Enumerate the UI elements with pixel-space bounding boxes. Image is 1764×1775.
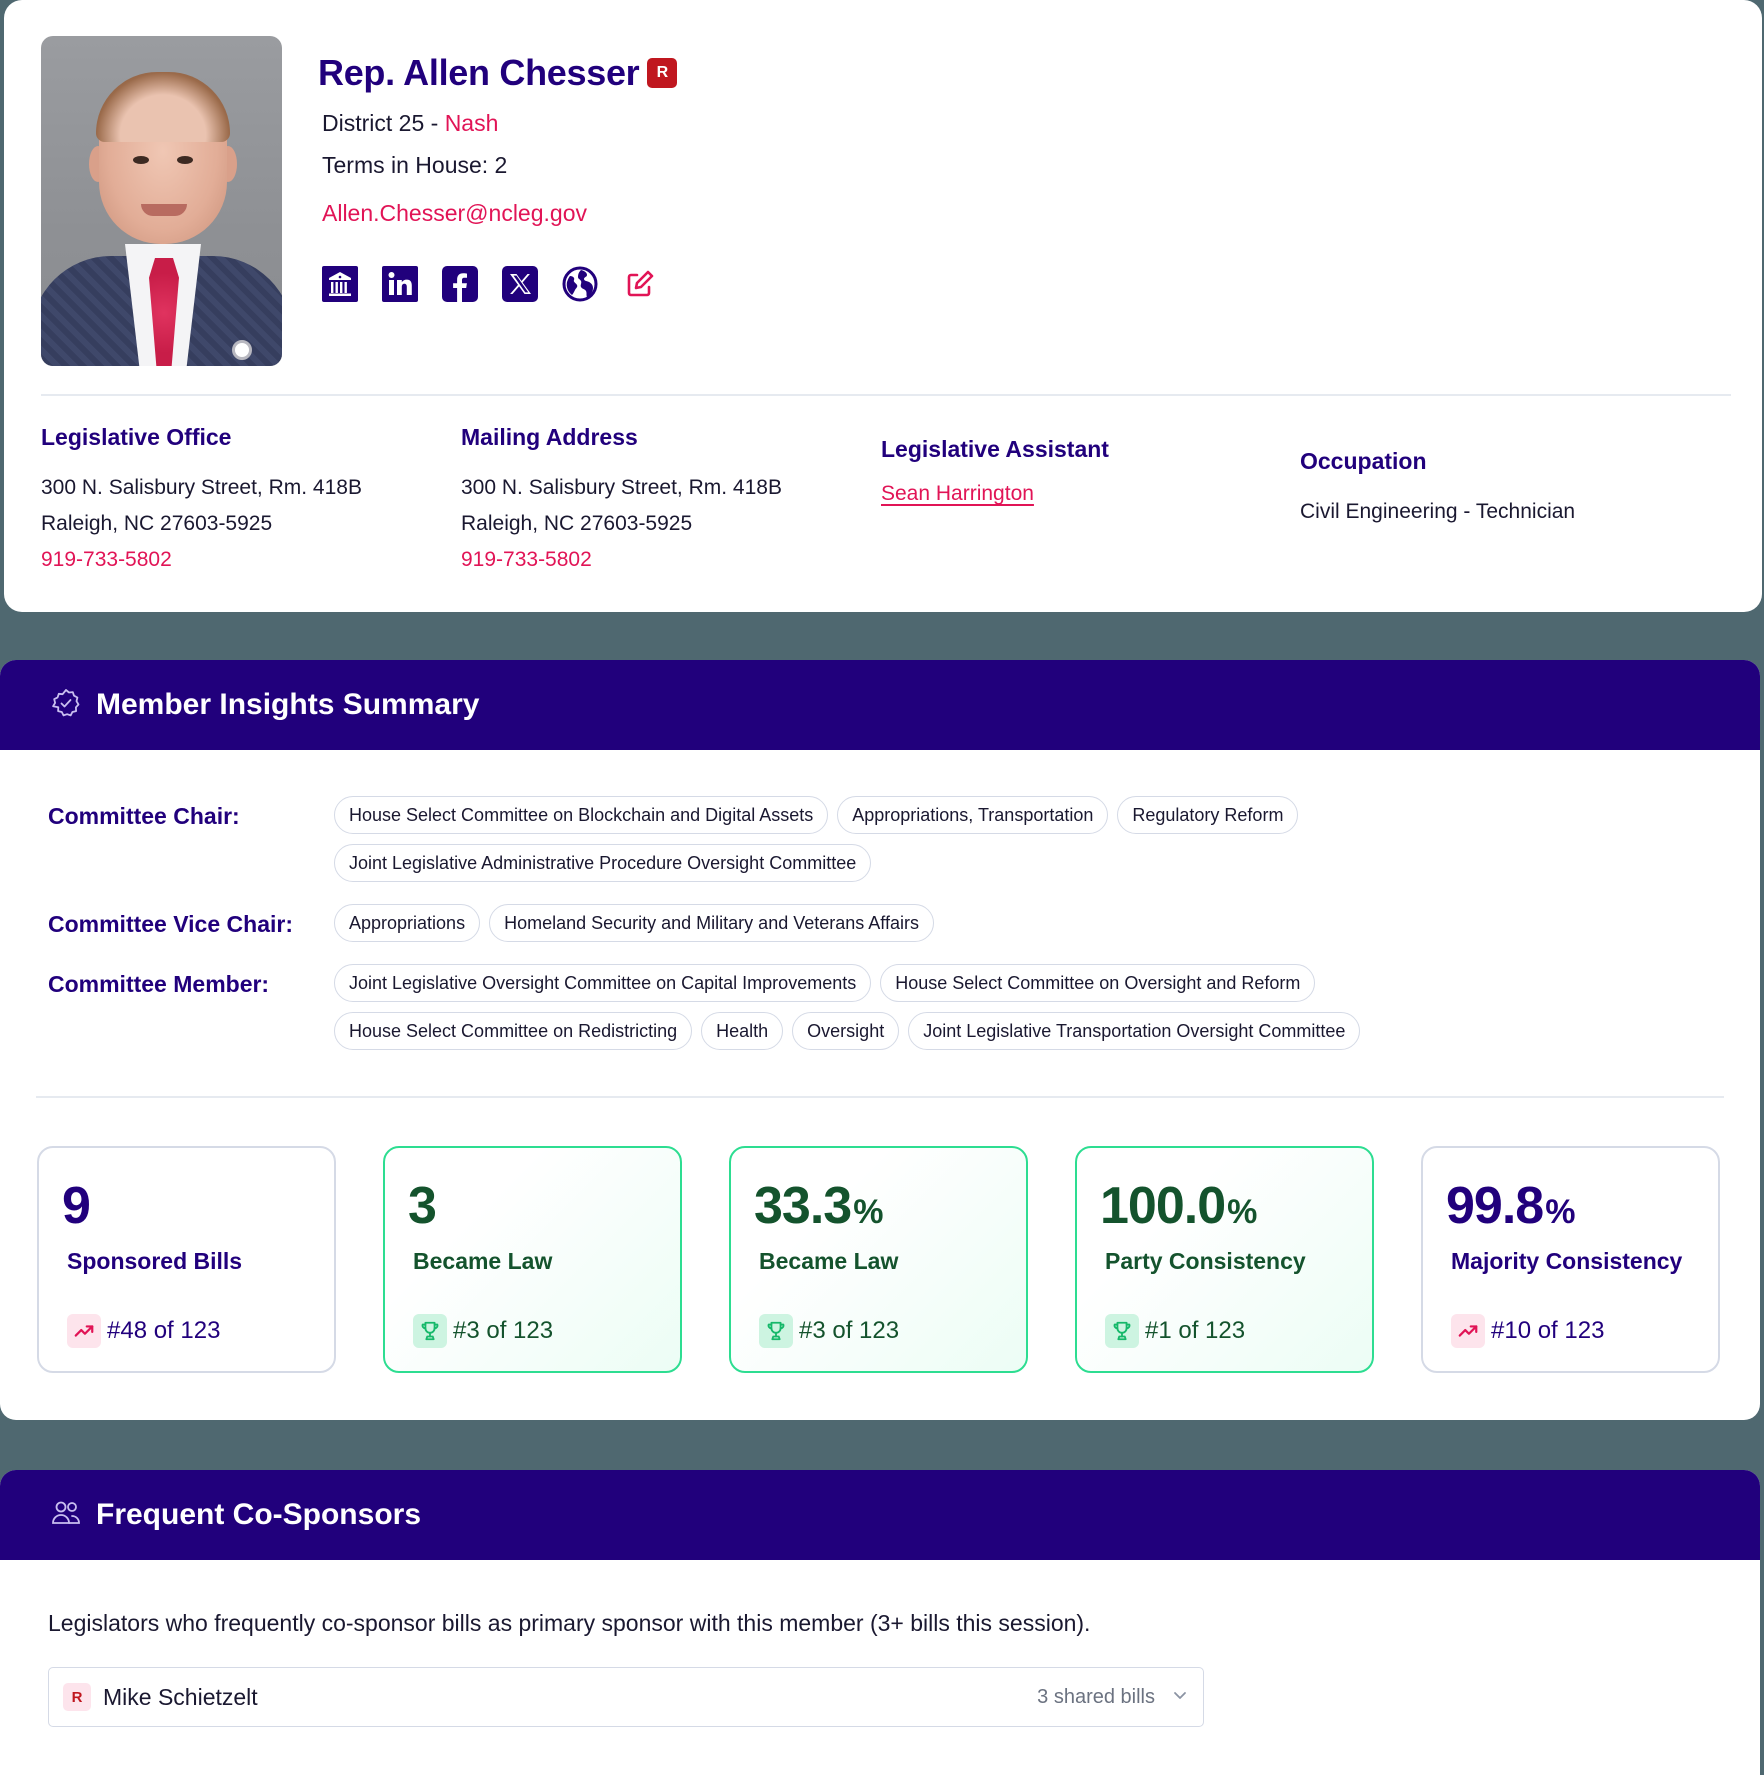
stat-label: Became Law — [413, 1248, 553, 1274]
stat-rank: #3 of 123 — [413, 1314, 553, 1348]
office-address-line1: 300 N. Salisbury Street, Rm. 418B — [41, 476, 362, 499]
committee-vice-chair-row: Committee Vice Chair: Appropriations Hom… — [48, 904, 1694, 942]
stat-label: Became Law — [759, 1248, 899, 1274]
committee-chip[interactable]: House Select Committee on Oversight and … — [880, 964, 1316, 1002]
committee-member-label: Committee Member: — [48, 971, 270, 997]
mailing-address-line1: 300 N. Salisbury Street, Rm. 418B — [461, 476, 782, 499]
cosponsors-description: Legislators who frequently co-sponsor bi… — [48, 1610, 1091, 1636]
county-link[interactable]: Nash — [444, 110, 499, 136]
occupation-title: Occupation — [1300, 448, 1427, 474]
member-photo — [41, 36, 282, 366]
party-badge: R — [647, 58, 678, 88]
office-address-line2: Raleigh, NC 27603-5925 — [41, 512, 273, 535]
committee-member-chips: Joint Legislative Oversight Committee on… — [334, 964, 1414, 1050]
stat-card-sponsored-bills: 9 Sponsored Bills #48 of 123 — [37, 1146, 336, 1373]
x-twitter-icon[interactable] — [502, 266, 538, 302]
committee-chair-chips: House Select Committee on Blockchain and… — [334, 796, 1434, 882]
stat-value: 99.8% — [1446, 1177, 1575, 1235]
committee-chip[interactable]: House Select Committee on Blockchain and… — [334, 796, 829, 834]
users-icon — [50, 1497, 82, 1534]
office-phone[interactable]: 919-733-5802 — [41, 548, 172, 571]
district-line: District 25 - Nash — [322, 110, 498, 137]
party-badge: R — [63, 1683, 91, 1711]
committee-chip[interactable]: Joint Legislative Oversight Committee on… — [334, 964, 872, 1002]
social-links — [322, 266, 658, 302]
mailing-address-section: Mailing Address 300 N. Salisbury Street,… — [461, 424, 782, 578]
occupation-section: Occupation Civil Engineering - Technicia… — [1300, 448, 1575, 530]
committee-chip[interactable]: Homeland Security and Military and Veter… — [489, 904, 934, 942]
committee-chip[interactable]: Joint Legislative Administrative Procedu… — [334, 844, 872, 882]
mailing-phone[interactable]: 919-733-5802 — [461, 548, 592, 571]
chevron-down-icon[interactable] — [1171, 1686, 1189, 1709]
mailing-address-line2: Raleigh, NC 27603-5925 — [461, 512, 693, 535]
committee-vice-chair-chips: Appropriations Homeland Security and Mil… — [334, 904, 1694, 942]
legislative-office-section: Legislative Office 300 N. Salisbury Stre… — [41, 424, 362, 578]
cosponsor-name: Mike Schietzelt — [103, 1683, 258, 1710]
building-icon[interactable] — [322, 266, 358, 302]
shared-bills-count: 3 shared bills — [1037, 1685, 1155, 1708]
member-profile-card: Rep. Allen Chesser R District 25 - Nash … — [4, 0, 1762, 612]
cosponsors-header: Frequent Co-Sponsors — [0, 1470, 1760, 1560]
stat-value: 33.3% — [754, 1177, 883, 1235]
cosponsor-item[interactable]: R Mike Schietzelt 3 shared bills — [48, 1667, 1204, 1727]
trending-up-icon — [67, 1314, 101, 1348]
legislative-assistant-title: Legislative Assistant — [881, 436, 1109, 462]
committee-chip[interactable]: Appropriations — [334, 904, 481, 942]
stat-rank: #10 of 123 — [1451, 1314, 1604, 1348]
stat-rank: #1 of 123 — [1105, 1314, 1245, 1348]
stat-card-majority-consistency: 99.8% Majority Consistency #10 of 123 — [1421, 1146, 1720, 1373]
committee-chair-row: Committee Chair: House Select Committee … — [48, 796, 1434, 882]
stat-rank: #3 of 123 — [759, 1314, 899, 1348]
stat-value: 3 — [408, 1177, 437, 1235]
linkedin-icon[interactable] — [382, 266, 418, 302]
legislative-assistant-section: Legislative Assistant Sean Harrington — [881, 436, 1109, 506]
terms-in-house: Terms in House: 2 — [322, 152, 508, 178]
stat-label: Majority Consistency — [1451, 1248, 1683, 1274]
edit-icon[interactable] — [622, 266, 658, 302]
committee-vice-chair-label: Committee Vice Chair: — [48, 911, 293, 937]
stat-card-became-law-percent: 33.3% Became Law #3 of 123 — [729, 1146, 1028, 1373]
occupation-value: Civil Engineering - Technician — [1300, 500, 1576, 523]
stat-value: 9 — [62, 1177, 91, 1235]
frequent-cosponsors-card: Frequent Co-Sponsors Legislators who fre… — [0, 1470, 1760, 1775]
stat-card-party-consistency: 100.0% Party Consistency #1 of 123 — [1075, 1146, 1374, 1373]
profile-divider — [41, 394, 1731, 396]
committee-chip[interactable]: Oversight — [792, 1012, 900, 1050]
committee-member-row: Committee Member: Joint Legislative Over… — [48, 964, 1414, 1050]
committee-chair-label: Committee Chair: — [48, 803, 240, 829]
email-link[interactable]: Allen.Chesser@ncleg.gov — [322, 200, 587, 226]
legislative-office-title: Legislative Office — [41, 424, 232, 450]
stat-card-became-law-count: 3 Became Law #3 of 123 — [383, 1146, 682, 1373]
district-label: District 25 - — [322, 110, 445, 136]
insights-header: Member Insights Summary — [0, 660, 1760, 750]
member-name: Rep. Allen Chesser — [318, 52, 640, 93]
trophy-icon — [759, 1314, 793, 1348]
legislative-assistant-link[interactable]: Sean Harrington — [881, 482, 1034, 505]
trending-up-icon — [1451, 1314, 1485, 1348]
globe-icon[interactable] — [562, 266, 598, 302]
stat-label: Sponsored Bills — [67, 1248, 243, 1274]
committee-chip[interactable]: Health — [701, 1012, 784, 1050]
member-insights-card: Member Insights Summary Committee Chair:… — [0, 660, 1760, 1420]
committee-chip[interactable]: Appropriations, Transportation — [837, 796, 1109, 834]
stat-value: 100.0% — [1100, 1177, 1257, 1235]
trophy-icon — [1105, 1314, 1139, 1348]
name-row: Rep. Allen Chesser R — [318, 52, 678, 94]
stat-rank: #48 of 123 — [67, 1314, 220, 1348]
stat-label: Party Consistency — [1105, 1248, 1306, 1274]
insights-title: Member Insights Summary — [96, 688, 480, 721]
mailing-address-title: Mailing Address — [461, 424, 638, 450]
committee-chip[interactable]: House Select Committee on Redistricting — [334, 1012, 693, 1050]
cosponsors-title: Frequent Co-Sponsors — [96, 1498, 422, 1531]
trophy-icon — [413, 1314, 447, 1348]
insights-divider — [36, 1096, 1724, 1098]
committee-chip[interactable]: Regulatory Reform — [1117, 796, 1299, 834]
facebook-icon[interactable] — [442, 266, 478, 302]
badge-check-icon — [50, 687, 82, 724]
committee-chip[interactable]: Joint Legislative Transportation Oversig… — [908, 1012, 1361, 1050]
